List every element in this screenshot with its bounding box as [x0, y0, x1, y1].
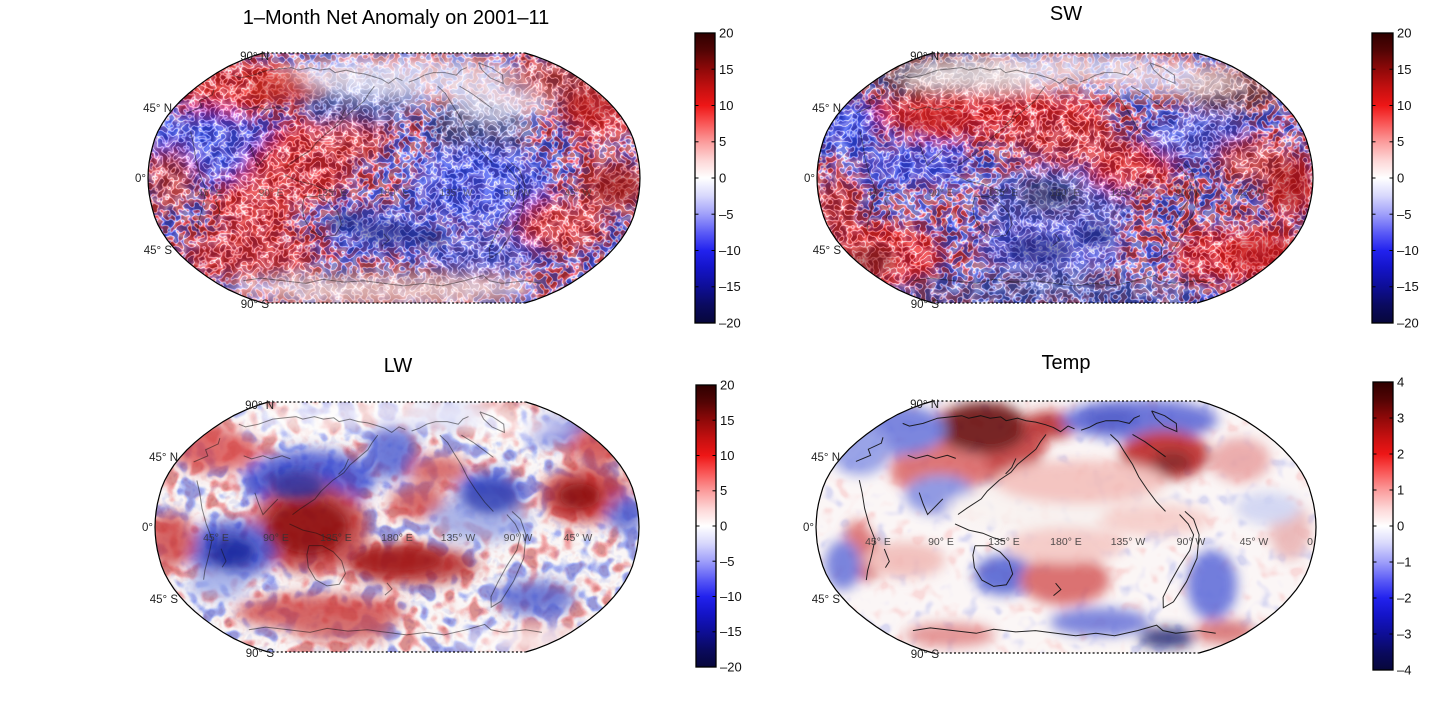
svg-text:90° W: 90° W — [1175, 188, 1203, 199]
svg-text:90° E: 90° E — [928, 536, 954, 548]
svg-text:–10: –10 — [719, 243, 741, 258]
svg-text:135° E: 135° E — [988, 536, 1020, 548]
svg-text:–15: –15 — [719, 279, 741, 294]
svg-text:15: 15 — [1397, 62, 1411, 77]
svg-text:90° N: 90° N — [245, 400, 274, 412]
svg-text:5: 5 — [719, 134, 726, 149]
svg-text:90° N: 90° N — [240, 51, 269, 63]
svg-text:45° S: 45° S — [812, 594, 841, 606]
svg-text:0: 0 — [1397, 171, 1404, 186]
svg-text:0: 0 — [1397, 519, 1404, 534]
svg-text:4: 4 — [1397, 375, 1404, 390]
svg-text:0°: 0° — [803, 522, 814, 534]
svg-text:Temp: Temp — [1042, 352, 1091, 374]
svg-text:45° E: 45° E — [198, 188, 223, 199]
svg-text:90° E: 90° E — [929, 188, 954, 199]
svg-text:–15: –15 — [1397, 279, 1419, 294]
svg-text:90° N: 90° N — [910, 51, 939, 63]
svg-text:1: 1 — [1397, 483, 1404, 498]
svg-text:10: 10 — [720, 448, 734, 463]
svg-text:45° W: 45° W — [1240, 536, 1269, 548]
svg-text:10: 10 — [1397, 98, 1411, 113]
svg-text:90° N: 90° N — [910, 399, 939, 411]
svg-text:–2: –2 — [1397, 591, 1411, 606]
svg-text:135° E: 135° E — [320, 532, 352, 544]
svg-text:0°: 0° — [804, 173, 815, 185]
svg-text:5: 5 — [1397, 134, 1404, 149]
svg-text:15: 15 — [720, 413, 734, 428]
svg-text:15: 15 — [719, 62, 733, 77]
svg-text:135° W: 135° W — [1111, 536, 1146, 548]
svg-text:90° E: 90° E — [259, 188, 284, 199]
svg-text:LW: LW — [384, 355, 413, 377]
svg-text:135° W: 135° W — [1111, 188, 1144, 199]
svg-text:45° S: 45° S — [813, 245, 842, 257]
svg-text:180° E: 180° E — [1050, 188, 1080, 199]
svg-text:90° E: 90° E — [263, 532, 289, 544]
svg-text:90° S: 90° S — [911, 649, 940, 661]
svg-text:180° E: 180° E — [1050, 536, 1082, 548]
svg-text:10: 10 — [719, 98, 733, 113]
svg-text:135° W: 135° W — [441, 532, 476, 544]
svg-text:90° W: 90° W — [503, 188, 531, 199]
svg-text:0: 0 — [1307, 536, 1313, 548]
svg-text:45° W: 45° W — [564, 532, 593, 544]
svg-text:–20: –20 — [719, 316, 741, 331]
svg-text:45° S: 45° S — [150, 594, 179, 606]
svg-text:45° N: 45° N — [811, 452, 840, 464]
svg-text:45° W: 45° W — [1237, 188, 1265, 199]
svg-text:–5: –5 — [719, 207, 733, 222]
svg-text:–4: –4 — [1397, 663, 1411, 678]
svg-text:90° W: 90° W — [1177, 536, 1206, 548]
svg-text:45° E: 45° E — [203, 532, 229, 544]
svg-text:–20: –20 — [1397, 316, 1419, 331]
svg-text:1–Month Net Anomaly on 2001–11: 1–Month Net Anomaly on 2001–11 — [243, 7, 550, 29]
svg-text:–15: –15 — [720, 624, 742, 639]
svg-text:–1: –1 — [1397, 555, 1411, 570]
svg-text:–10: –10 — [1397, 243, 1419, 258]
svg-text:0°: 0° — [135, 173, 146, 185]
svg-text:–5: –5 — [720, 554, 734, 569]
svg-text:90° S: 90° S — [241, 299, 270, 311]
svg-text:–10: –10 — [720, 589, 742, 604]
svg-text:3: 3 — [1397, 411, 1404, 426]
svg-text:0: 0 — [720, 519, 727, 534]
svg-text:SW: SW — [1050, 3, 1082, 25]
svg-text:135° W: 135° W — [440, 188, 473, 199]
svg-text:90° S: 90° S — [246, 648, 275, 660]
svg-text:2: 2 — [1397, 447, 1404, 462]
svg-text:45° S: 45° S — [144, 245, 173, 257]
svg-text:180° E: 180° E — [381, 532, 413, 544]
svg-text:45° W: 45° W — [564, 188, 592, 199]
svg-text:20: 20 — [720, 378, 734, 393]
svg-text:180° E: 180° E — [379, 188, 409, 199]
svg-text:135° E: 135° E — [988, 188, 1018, 199]
svg-text:45° E: 45° E — [867, 188, 892, 199]
svg-text:0: 0 — [719, 171, 726, 186]
svg-text:90° W: 90° W — [504, 532, 533, 544]
svg-text:–20: –20 — [720, 660, 742, 675]
svg-text:–3: –3 — [1397, 627, 1411, 642]
svg-text:45° N: 45° N — [812, 103, 841, 115]
svg-text:0°: 0° — [142, 522, 153, 534]
svg-text:5: 5 — [720, 483, 727, 498]
svg-text:45° N: 45° N — [149, 452, 178, 464]
svg-text:20: 20 — [719, 26, 733, 41]
svg-text:20: 20 — [1397, 26, 1411, 41]
svg-text:45° E: 45° E — [865, 536, 891, 548]
svg-text:45° N: 45° N — [143, 103, 172, 115]
svg-text:–5: –5 — [1397, 207, 1411, 222]
svg-text:90° S: 90° S — [911, 299, 940, 311]
svg-text:135° E: 135° E — [317, 188, 347, 199]
